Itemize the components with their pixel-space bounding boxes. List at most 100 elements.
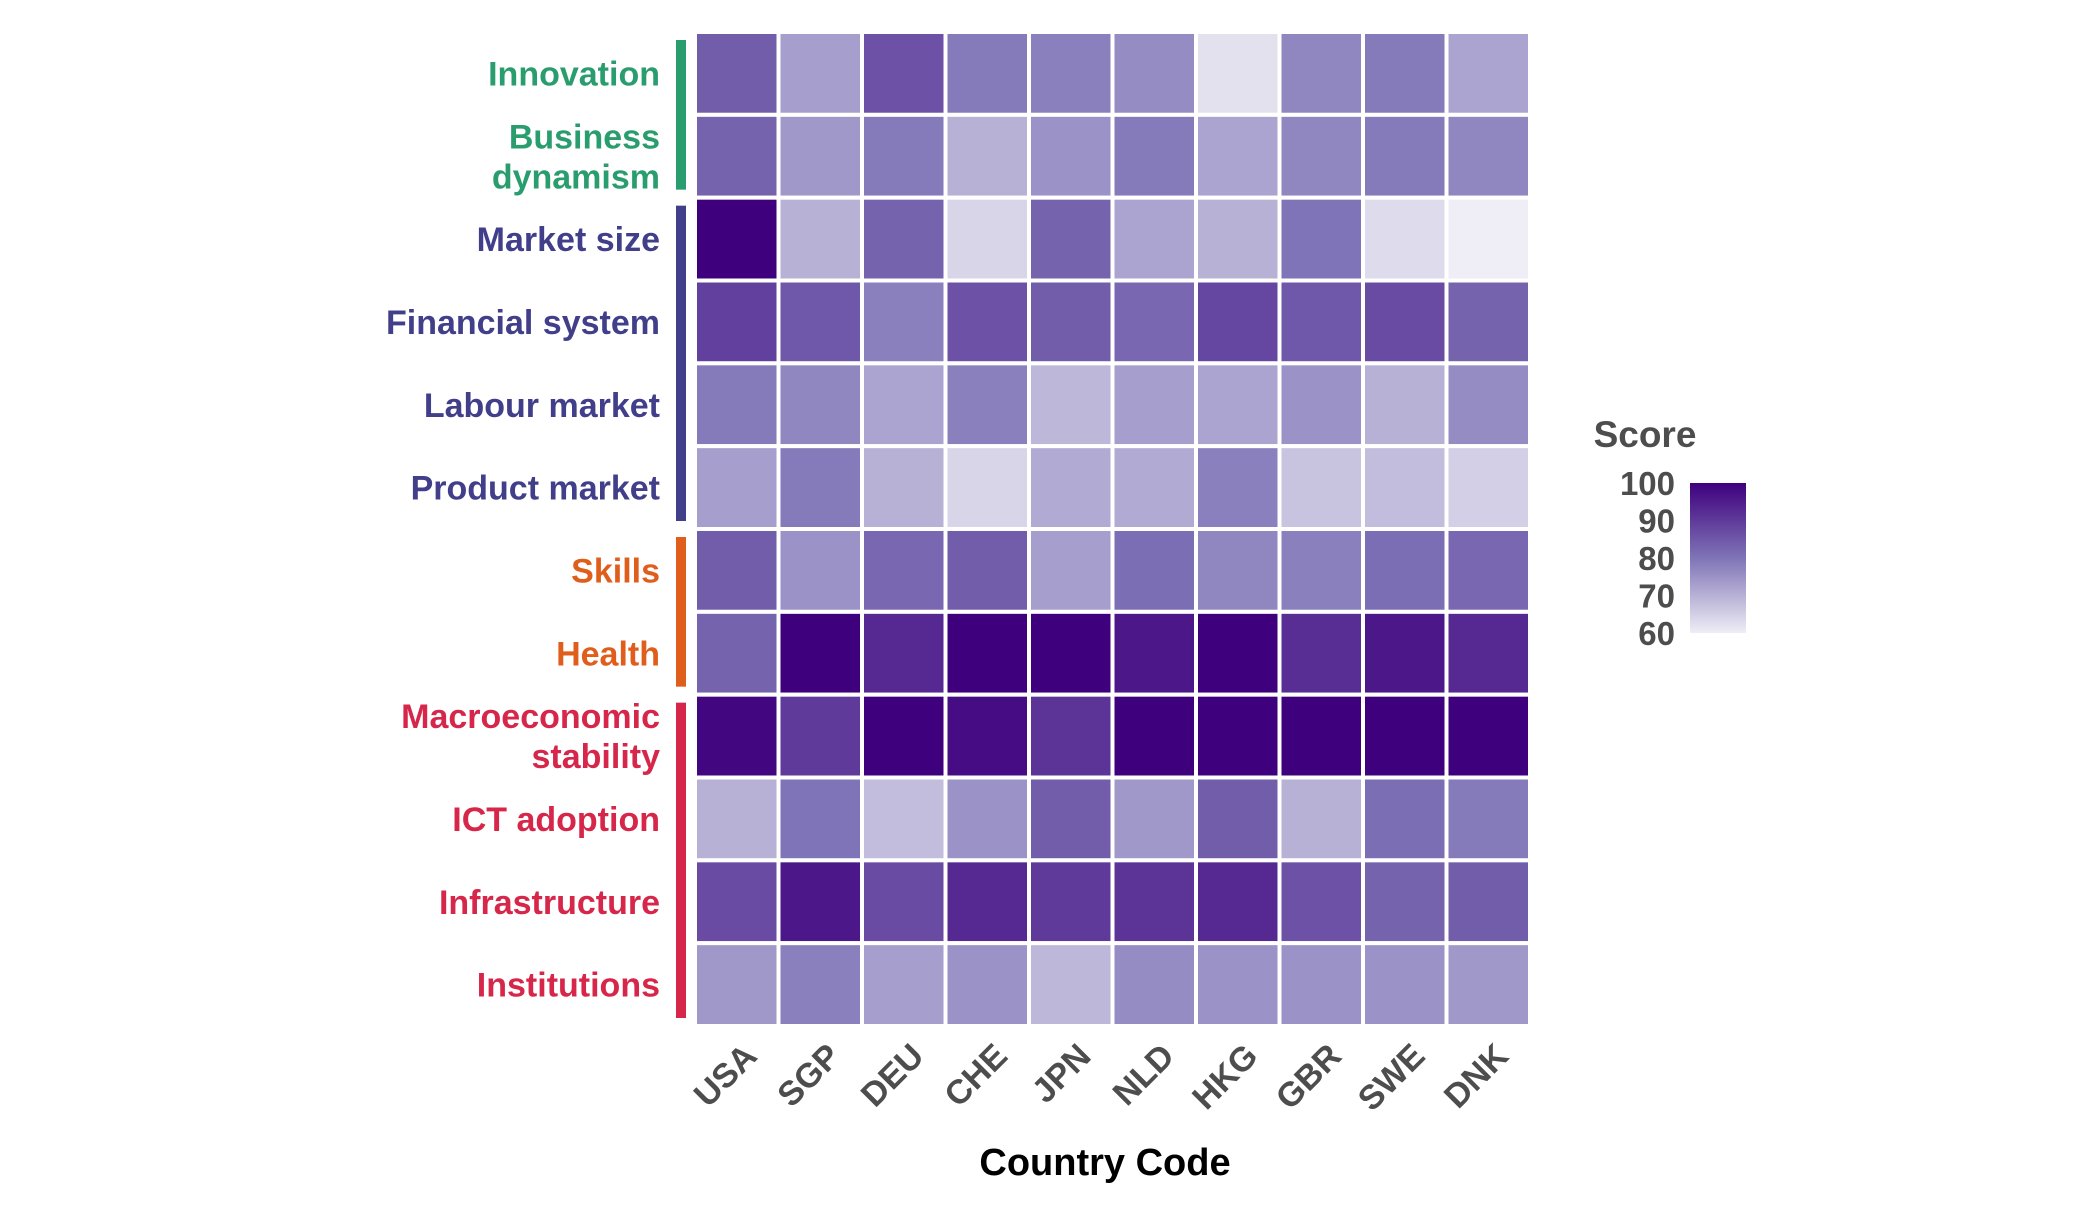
group-bars	[676, 40, 686, 1018]
heatmap-cell	[860, 527, 948, 614]
heatmap-cell	[943, 775, 1031, 863]
column-labels: USA SGP DEU CHE JPN NLD HKG GBR SWE DNK	[687, 1036, 1516, 1118]
row-label: Health	[556, 635, 660, 673]
heatmap-cell	[1277, 527, 1365, 614]
heatmap-cell	[1194, 692, 1282, 780]
heatmap-cell	[1110, 609, 1198, 697]
heatmap-cell	[1277, 941, 1365, 1029]
row-label: Infrastructure	[439, 884, 660, 922]
heatmap-cell	[1361, 278, 1449, 366]
heatmap-cell	[693, 609, 781, 697]
row-label: Skills	[571, 552, 660, 590]
heatmap-cell	[1277, 361, 1365, 449]
heatmap-cell	[1361, 775, 1449, 863]
x-tick-label: CHE	[937, 1037, 1015, 1115]
row-label: Product market	[411, 470, 660, 508]
heatmap-cell	[1361, 941, 1449, 1029]
heatmap-cell	[1194, 112, 1282, 200]
heatmap-cell	[943, 112, 1031, 200]
heatmap-cell	[1361, 112, 1449, 200]
legend-tick-label: 60	[1638, 615, 1675, 652]
heatmap-cell	[693, 775, 781, 863]
heatmap-cell	[776, 858, 864, 946]
heatmap-cell	[1110, 361, 1198, 449]
heatmap-cell	[693, 941, 781, 1029]
heatmap-cell	[1110, 30, 1198, 117]
heatmap-cell	[1277, 30, 1365, 117]
heatmap-cell	[1110, 278, 1198, 366]
heatmap-cell	[860, 195, 948, 283]
group-bar	[676, 205, 686, 521]
heatmap-cell	[776, 609, 864, 697]
heatmap-cell	[776, 195, 864, 283]
heatmap-cell	[1194, 444, 1282, 531]
heatmap-cell	[1110, 444, 1198, 531]
heatmap-cell	[1361, 527, 1449, 614]
heatmap-cell	[1444, 195, 1532, 283]
heatmap-cell	[1110, 692, 1198, 780]
heatmap-cell	[943, 941, 1031, 1029]
legend-tick-label: 70	[1638, 578, 1675, 615]
heatmap-cell	[1361, 692, 1449, 780]
heatmap-cell	[943, 30, 1031, 117]
heatmap-cell	[1444, 361, 1532, 449]
x-tick-label: GBR	[1269, 1037, 1349, 1117]
heatmap-cell	[1277, 195, 1365, 283]
heatmap-cells	[693, 30, 1532, 1029]
heatmap-cell	[1194, 278, 1282, 366]
heatmap-cell	[1027, 444, 1115, 531]
heatmap-cell	[1194, 195, 1282, 283]
row-labels: Innovation Business dynamism Market size Fin…	[386, 55, 660, 1004]
heatmap-cell	[1444, 609, 1532, 697]
heatmap-cell	[1110, 858, 1198, 946]
heatmap-cell	[943, 609, 1031, 697]
heatmap-cell	[1277, 692, 1365, 780]
x-tick-label: JPN	[1025, 1037, 1099, 1111]
heatmap-cell	[1444, 858, 1532, 946]
heatmap-cell	[1277, 609, 1365, 697]
heatmap-cell	[1444, 692, 1532, 780]
heatmap-cell	[1110, 527, 1198, 614]
heatmap-cell	[693, 361, 781, 449]
heatmap-cell	[1277, 278, 1365, 366]
row-label: Financial system	[386, 304, 660, 342]
heatmap-cell	[1194, 941, 1282, 1029]
heatmap-cell	[1277, 444, 1365, 531]
heatmap-cell	[943, 527, 1031, 614]
heatmap-cell	[776, 361, 864, 449]
x-tick-label: DNK	[1437, 1036, 1516, 1115]
heatmap-cell	[1027, 775, 1115, 863]
heatmap-cell	[1361, 195, 1449, 283]
heatmap-cell	[1194, 775, 1282, 863]
x-tick-label: HKG	[1185, 1037, 1265, 1117]
heatmap-cell	[943, 692, 1031, 780]
heatmap-cell	[860, 444, 948, 531]
heatmap-cell	[860, 609, 948, 697]
heatmap-cell	[943, 444, 1031, 531]
heatmap-cell	[1027, 692, 1115, 780]
heatmap-cell	[1194, 361, 1282, 449]
heatmap-cell	[1027, 941, 1115, 1029]
heatmap-cell	[776, 112, 864, 200]
heatmap-cell	[1110, 775, 1198, 863]
x-tick-label: USA	[687, 1037, 765, 1115]
heatmap-cell	[1027, 858, 1115, 946]
heatmap-cell	[1027, 361, 1115, 449]
heatmap-cell	[1444, 278, 1532, 366]
row-label: Innovation	[488, 55, 660, 93]
heatmap-cell	[1444, 941, 1532, 1029]
heatmap-cell	[1110, 112, 1198, 200]
heatmap-cell	[860, 112, 948, 200]
heatmap-cell	[776, 527, 864, 614]
heatmap-cell	[693, 30, 781, 117]
heatmap-cell	[1027, 112, 1115, 200]
heatmap-cell	[943, 195, 1031, 283]
legend-colorbar	[1690, 483, 1746, 633]
heatmap-cell	[1027, 195, 1115, 283]
heatmap-cell	[943, 361, 1031, 449]
row-label: Business dynamism	[492, 118, 660, 196]
heatmap-cell	[1110, 941, 1198, 1029]
